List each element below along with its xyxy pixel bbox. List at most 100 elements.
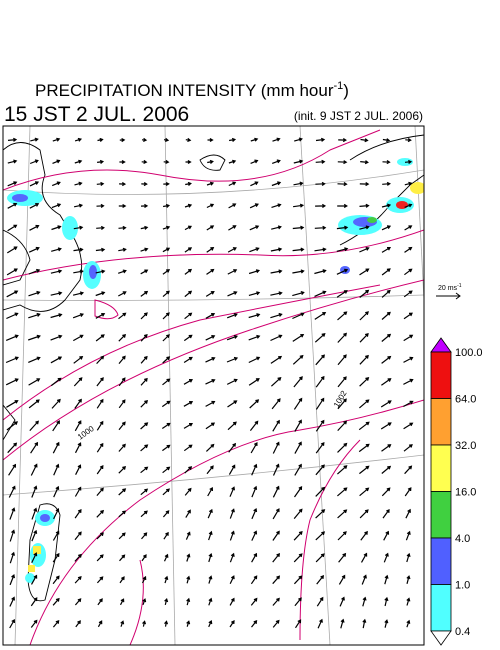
wind-arrow <box>406 552 411 563</box>
wind-arrow <box>272 137 281 142</box>
wind-arrow <box>248 378 260 386</box>
wind-arrow <box>162 334 170 342</box>
wind-arrow <box>294 619 302 629</box>
wind-arrow <box>75 620 81 628</box>
colorbar-bottom <box>430 630 452 646</box>
colorbar-label: 32.0 <box>455 440 476 452</box>
wind-arrow <box>6 268 18 276</box>
wind-arrow <box>404 203 413 208</box>
wind-arrow <box>51 181 61 187</box>
wind-arrow <box>6 421 19 431</box>
colorbar-segment <box>430 444 452 492</box>
wind-arrow <box>271 159 281 164</box>
wind-arrow <box>52 575 60 585</box>
wind-arrow <box>183 444 193 452</box>
lat-lon-grid <box>3 126 424 645</box>
wind-arrow <box>185 137 192 143</box>
title-end: ) <box>343 81 349 100</box>
wind-arrow <box>140 312 148 320</box>
wind-arrow <box>184 312 193 320</box>
wind-arrow <box>30 137 39 142</box>
colorbar-segment <box>430 537 452 585</box>
wind-arrow <box>228 442 237 453</box>
wind-arrow <box>294 419 302 432</box>
wind-arrow <box>161 400 171 408</box>
wind-arrow <box>403 400 414 408</box>
colorbar-top <box>430 337 452 353</box>
wind-arrow <box>337 354 347 366</box>
wind-arrow <box>292 291 305 297</box>
wind-arrow <box>293 203 305 208</box>
wind-arrow <box>140 290 149 297</box>
wind-arrow <box>381 225 392 231</box>
wind-arrow <box>30 574 38 585</box>
wind-arrow <box>9 529 16 542</box>
wind-arrow <box>314 225 327 230</box>
wind-arrow <box>383 530 390 541</box>
wind-arrow <box>250 442 258 454</box>
wind-arrow <box>270 291 283 296</box>
wind-arrow <box>95 291 106 297</box>
wind-arrow <box>185 531 191 540</box>
wind-arrow <box>338 137 347 143</box>
precipitation <box>7 158 424 583</box>
colorbar-label: 0.4 <box>455 626 470 638</box>
wind-arrow <box>362 618 367 629</box>
wind-arrow <box>339 596 345 607</box>
wind-arrow <box>381 203 392 208</box>
wind-arrow <box>74 576 82 584</box>
wind-arrow <box>337 160 348 165</box>
wind-arrow <box>205 313 216 319</box>
wind-arrow <box>337 442 348 453</box>
wind-arrow <box>28 399 40 409</box>
wind-arrow <box>140 203 149 209</box>
wind-arrow <box>162 444 171 452</box>
wind-arrow <box>403 378 414 385</box>
wind-arrow <box>140 488 149 496</box>
colorbar <box>430 337 452 646</box>
wind-arrow <box>118 203 127 209</box>
wind-arrow <box>28 312 41 319</box>
wind-arrow <box>5 334 19 341</box>
wind-arrow <box>227 291 238 297</box>
wind-arrow <box>74 181 83 186</box>
wind-arrow <box>29 224 40 231</box>
wind-arrow <box>336 247 349 252</box>
wind-arrow <box>382 138 391 143</box>
wind-arrow <box>292 269 305 274</box>
wind-arrow <box>361 574 367 585</box>
wind-arrow <box>403 356 414 363</box>
wind-arrow <box>29 159 39 165</box>
wind-arrow <box>141 181 148 187</box>
colorbar-segment <box>430 584 452 632</box>
wind-arrow <box>251 552 258 563</box>
wind-arrow <box>52 597 60 606</box>
wind-arrow <box>9 619 15 629</box>
wind-arrow <box>314 247 327 252</box>
wind-arrow <box>248 313 261 319</box>
wind-arrow <box>250 159 259 164</box>
wind-arrow <box>118 421 126 431</box>
wind-arrow <box>293 508 303 519</box>
wind-arrow <box>315 509 326 519</box>
wind-arrow <box>140 399 149 408</box>
wind-arrow <box>73 269 84 274</box>
wind-arrow <box>7 137 18 142</box>
wind-arrow <box>338 574 346 585</box>
wind-arrow <box>316 575 325 585</box>
wind-arrow <box>183 423 194 429</box>
wind-arrow <box>75 464 82 475</box>
wind-arrow <box>226 313 238 319</box>
title-text: PRECIPITATION INTENSITY (mm hour <box>35 81 334 100</box>
wind-arrow <box>74 137 83 142</box>
wind-arrow <box>186 553 191 562</box>
wind-arrow <box>403 290 413 298</box>
wind-arrow <box>186 597 191 606</box>
wind-arrow <box>163 181 170 187</box>
wind-arrow <box>184 268 193 275</box>
wind-arrow <box>359 487 370 497</box>
colorbar-label: 64.0 <box>455 394 476 406</box>
wind-arrow <box>315 486 326 497</box>
wind-arrow <box>31 529 38 542</box>
wind-arrow <box>271 203 282 208</box>
